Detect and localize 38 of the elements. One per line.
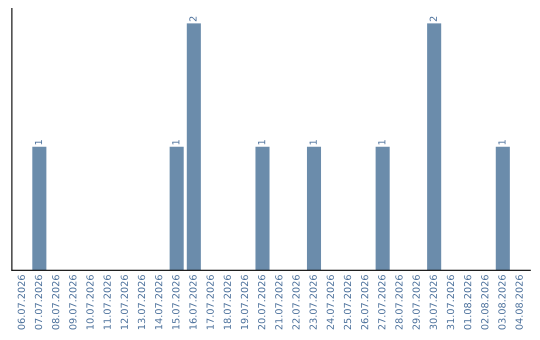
data-label: 2 (430, 16, 437, 22)
data-label: 1 (498, 140, 506, 144)
x-tick-label: 27.07.2026 (378, 275, 386, 330)
x-tick-label: 09.07.2026 (69, 275, 76, 330)
x-tick-label: 11.07.2026 (103, 275, 111, 330)
x-tick-label: 02.08.2026 (481, 275, 488, 330)
x-tick-label: 22.07.2026 (292, 275, 300, 330)
data-label: 1 (34, 140, 42, 144)
x-tick-label: 30.07.2026 (430, 275, 437, 330)
x-tick-label: 24.07.2026 (326, 275, 334, 330)
x-tick-label: 17.07.2026 (206, 275, 214, 330)
x-tick-label: 13.07.2026 (138, 275, 146, 330)
x-tick-label: 23.07.2026 (309, 275, 317, 330)
x-tick-label: 10.07.2026 (86, 275, 94, 330)
x-tick-label: 31.07.2026 (446, 275, 454, 330)
x-tick-label: 20.07.2026 (258, 275, 266, 330)
data-label: 1 (378, 140, 386, 144)
data-label: 1 (310, 140, 317, 144)
x-tick-label: 28.07.2026 (395, 275, 403, 330)
x-tick-label: 06.07.2026 (18, 275, 25, 330)
data-label: 2 (189, 16, 197, 22)
data-label: 1 (258, 140, 266, 144)
x-tick-label: 07.07.2026 (34, 275, 42, 330)
x-tick-label: 15.07.2026 (172, 275, 180, 330)
x-tick-label: 16.07.2026 (189, 275, 197, 330)
x-tick-label: 08.07.2026 (52, 275, 60, 330)
x-tick-label: 26.07.2026 (360, 275, 368, 330)
x-tick-label: 14.07.2026 (154, 275, 162, 330)
data-label: 1 (172, 140, 180, 144)
x-tick-label: 25.07.2026 (344, 275, 352, 330)
x-tick-label: 01.08.2026 (464, 275, 472, 330)
x-tick-label: 19.07.2026 (240, 275, 248, 330)
x-tick-label: 03.08.2026 (498, 275, 506, 330)
x-tick-label: 29.07.2026 (412, 275, 420, 330)
x-tick-label: 21.07.2026 (275, 275, 282, 330)
x-tick-label: 18.07.2026 (224, 275, 231, 330)
x-tick-label: 12.07.2026 (120, 275, 128, 330)
x-tick-label: 04.08.2026 (515, 275, 523, 330)
